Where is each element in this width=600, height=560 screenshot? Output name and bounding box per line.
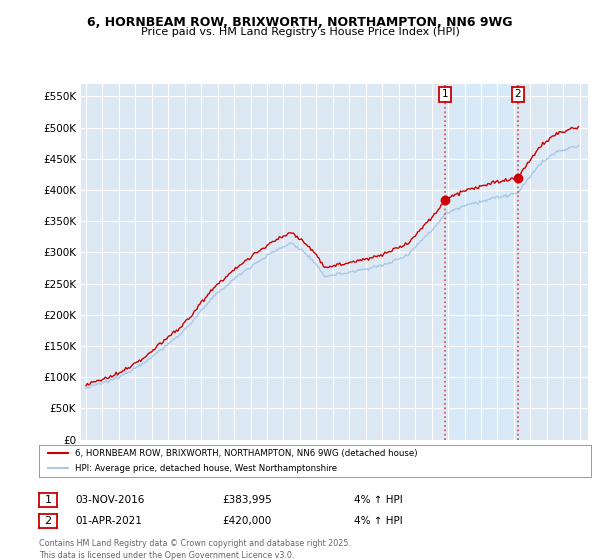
Text: 2: 2 [44, 516, 52, 526]
Text: 6, HORNBEAM ROW, BRIXWORTH, NORTHAMPTON, NN6 9WG (detached house): 6, HORNBEAM ROW, BRIXWORTH, NORTHAMPTON,… [75, 449, 418, 458]
Text: 01-APR-2021: 01-APR-2021 [75, 516, 142, 526]
Text: £420,000: £420,000 [222, 516, 271, 526]
Text: 03-NOV-2016: 03-NOV-2016 [75, 495, 145, 505]
Text: 4% ↑ HPI: 4% ↑ HPI [354, 516, 403, 526]
Text: 1: 1 [44, 495, 52, 505]
Bar [445, 84, 518, 440]
Text: Contains HM Land Registry data © Crown copyright and database right 2025.
This d: Contains HM Land Registry data © Crown c… [39, 539, 351, 559]
Text: 2: 2 [515, 90, 521, 99]
Text: Price paid vs. HM Land Registry's House Price Index (HPI): Price paid vs. HM Land Registry's House … [140, 27, 460, 37]
Text: 6, HORNBEAM ROW, BRIXWORTH, NORTHAMPTON, NN6 9WG: 6, HORNBEAM ROW, BRIXWORTH, NORTHAMPTON,… [87, 16, 513, 29]
Text: HPI: Average price, detached house, West Northamptonshire: HPI: Average price, detached house, West… [75, 464, 337, 473]
Text: £383,995: £383,995 [222, 495, 272, 505]
Text: 4% ↑ HPI: 4% ↑ HPI [354, 495, 403, 505]
Text: 1: 1 [442, 90, 449, 99]
